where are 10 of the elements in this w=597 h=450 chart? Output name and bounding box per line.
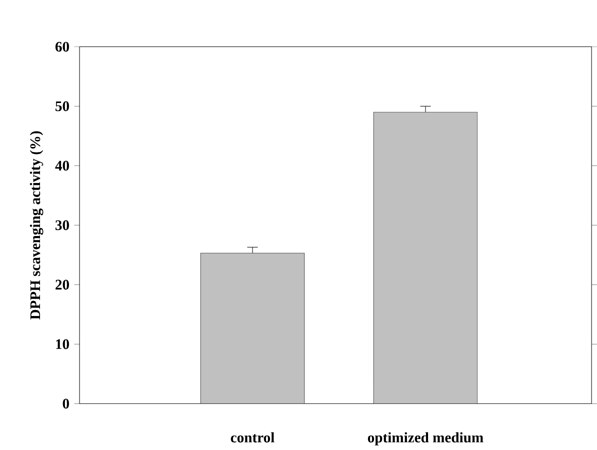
y-tick-label: 20 [56,280,69,290]
x-tick-label: optimized medium [368,432,484,446]
y-tick-label: 0 [62,398,69,409]
x-tick-label: control [230,432,274,443]
y-tick-label: 40 [55,160,69,171]
y-axis-title: DPPH scavenging activity (%) [30,131,44,320]
y-tick-label: 50 [56,101,69,112]
y-tick-label: 30 [56,220,69,230]
y-tick-label: 60 [55,42,69,52]
y-tick-label: 10 [56,339,69,350]
